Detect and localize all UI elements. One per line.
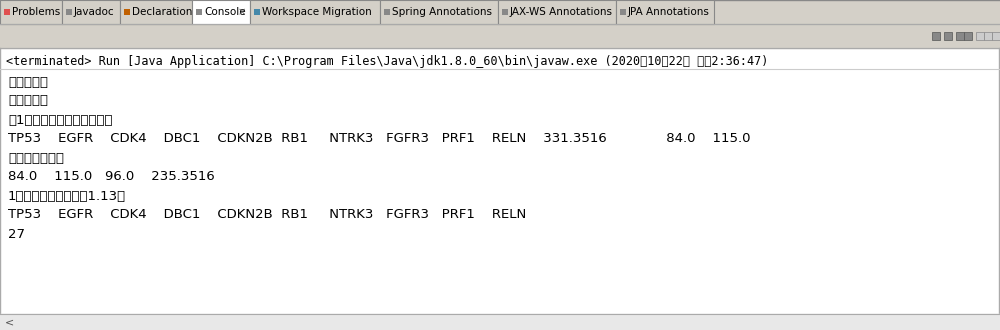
Bar [992, 32, 1000, 40]
Bar [0, 48, 1000, 314]
Bar [932, 32, 940, 40]
Text: 27: 27 [8, 227, 25, 241]
Bar [380, 0, 498, 24]
Bar [250, 0, 380, 24]
Bar [66, 9, 72, 15]
Bar [0, 314, 1000, 330]
Bar [62, 0, 120, 24]
Bar [976, 32, 984, 40]
Bar [196, 9, 202, 15]
Text: <: < [5, 317, 14, 327]
Bar [944, 32, 952, 40]
Text: TP53    EGFR    CDK4    DBC1    CDKN2B  RB1     NTRK3   FGFR3   PRF1    RELN: TP53 EGFR CDK4 DBC1 CDKN2B RB1 NTRK3 FGF… [8, 209, 526, 221]
Text: Declaration: Declaration [132, 7, 192, 17]
Text: Problems: Problems [12, 7, 60, 17]
Bar [384, 9, 390, 15]
Bar [120, 0, 192, 24]
Text: 第1次遗传算法、最优基因：: 第1次遗传算法、最优基因： [8, 114, 112, 126]
Bar [4, 9, 10, 15]
Bar [620, 9, 626, 15]
Text: 输出成功！: 输出成功！ [8, 76, 48, 88]
Text: 输出成功！: 输出成功！ [8, 94, 48, 108]
Bar [616, 0, 714, 24]
Text: Spring Annotations: Spring Annotations [392, 7, 492, 17]
Text: TP53    EGFR    CDK4    DBC1    CDKN2B  RB1     NTRK3   FGFR3   PRF1    RELN    : TP53 EGFR CDK4 DBC1 CDKN2B RB1 NTRK3 FGF… [8, 133, 750, 146]
Text: 分别适应度为：: 分别适应度为： [8, 151, 64, 164]
Bar [124, 9, 130, 15]
Bar [0, 0, 1000, 24]
Text: Workspace Migration: Workspace Migration [262, 7, 372, 17]
Text: 84.0    115.0   96.0    235.3516: 84.0 115.0 96.0 235.3516 [8, 171, 215, 183]
Text: JPA Annotations: JPA Annotations [628, 7, 710, 17]
Bar [192, 0, 250, 24]
Text: Console: Console [204, 7, 246, 17]
Bar [254, 9, 260, 15]
Bar [984, 32, 992, 40]
Text: <terminated> Run [Java Application] C:\Program Files\Java\jdk1.8.0_60\bin\javaw.: <terminated> Run [Java Application] C:\P… [6, 54, 768, 68]
Text: ×: × [238, 7, 246, 17]
Bar [498, 0, 616, 24]
Bar [0, 24, 1000, 48]
Bar [0, 0, 62, 24]
Text: 1次执行平均时间为：1.13秒: 1次执行平均时间为：1.13秒 [8, 189, 126, 203]
Bar [964, 32, 972, 40]
Bar [502, 9, 508, 15]
Text: JAX-WS Annotations: JAX-WS Annotations [510, 7, 613, 17]
Bar [956, 32, 964, 40]
Text: Javadoc: Javadoc [74, 7, 115, 17]
